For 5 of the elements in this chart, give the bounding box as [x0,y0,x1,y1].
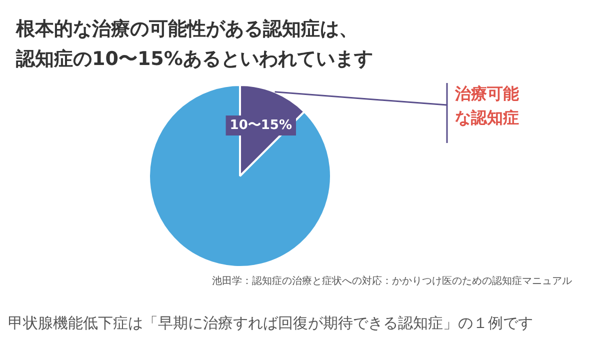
chart-title: 根本的な治療の可能性がある認知症は、認知症の10〜15%あるといわれています [16,17,373,72]
text: 甲状腺機能低下症は「早期に治療すれば回復が期待できる認知症」の１例です [8,314,533,333]
text: 10〜15% [230,118,292,133]
text: 池田学：認知症の治療と症状への対応：かかりつけ医のための認知症マニュアル [212,274,572,288]
slice-label: 治療可能な認知症 [454,84,519,128]
